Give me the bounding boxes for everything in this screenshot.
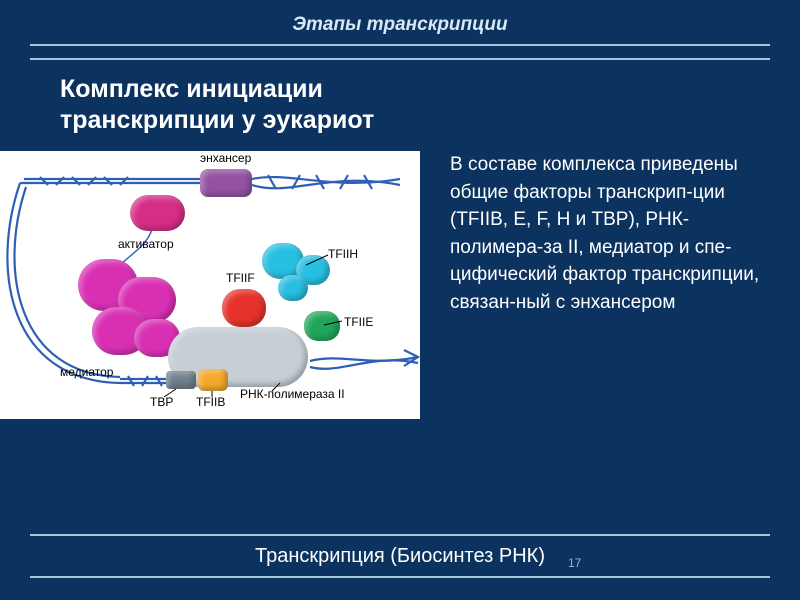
rule-bottom-1 [30, 534, 770, 536]
content-row: энхансер активатор TFIIH TFIIF TFIIE мед… [0, 139, 800, 419]
body-text: В составе комплекса приведены общие факт… [420, 151, 770, 316]
diagram-panel: энхансер активатор TFIIH TFIIF TFIIE мед… [0, 151, 420, 419]
rule-bottom-2 [30, 576, 770, 578]
subtitle-line2: транскрипции у эукариот [60, 106, 374, 134]
header-title: Этапы транскрипции [0, 0, 800, 44]
subtitle: Комплекс инициации транскрипции у эукари… [0, 60, 800, 139]
footer-text: Транскрипция (Биосинтез РНК) [0, 545, 800, 568]
slide-number: 17 [568, 556, 581, 570]
label-connectors-icon [0, 151, 420, 419]
subtitle-line1: Комплекс инициации [60, 75, 323, 103]
